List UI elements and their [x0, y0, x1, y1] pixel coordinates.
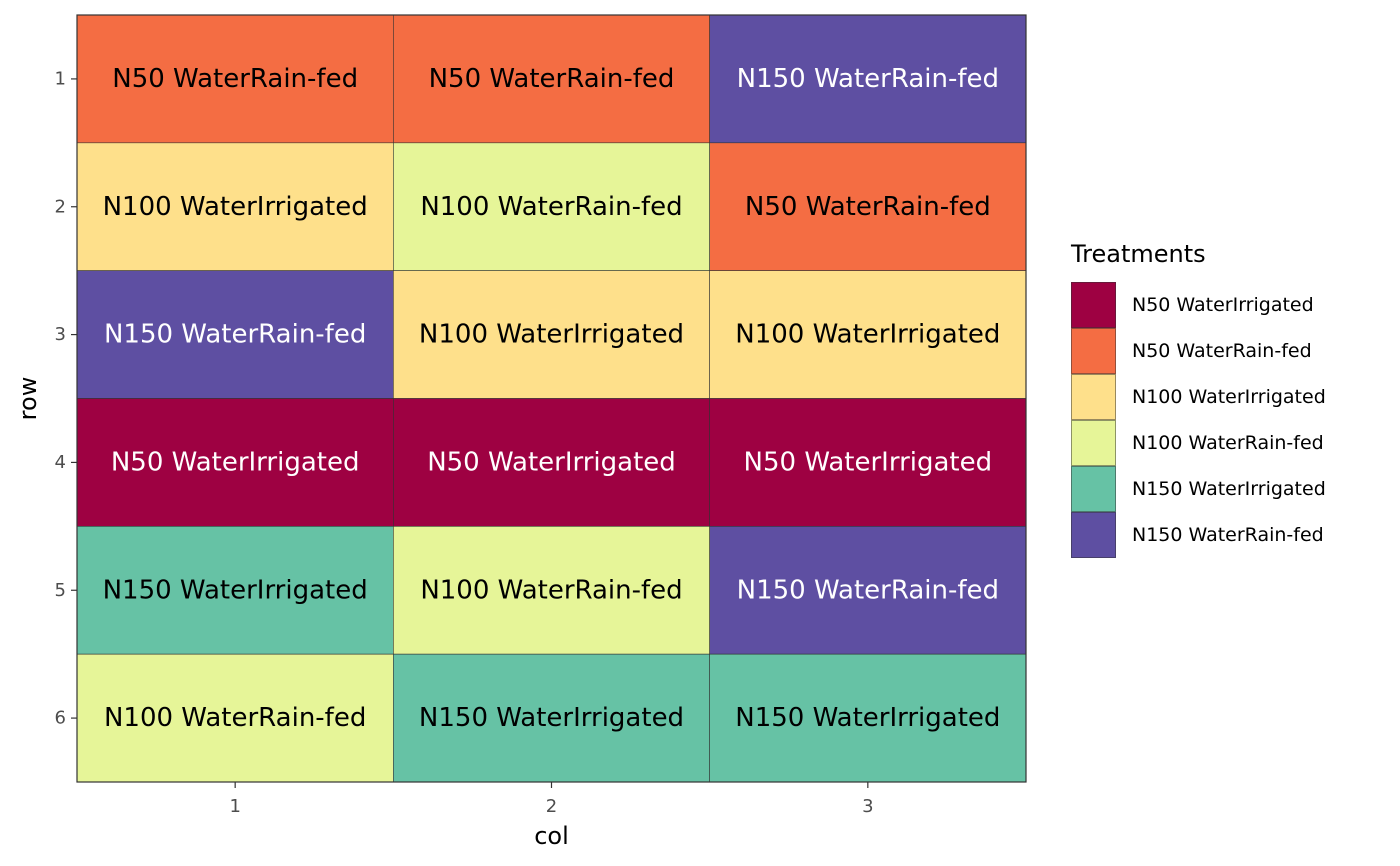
y-tick-label: 6 [55, 708, 66, 729]
cell-tile [76, 398, 394, 527]
cell-label: N50 WaterIrrigated [744, 447, 993, 477]
cell-label: N150 WaterIrrigated [103, 575, 368, 605]
x-axis-title: col [534, 822, 569, 850]
x-tick-label: 1 [229, 796, 240, 817]
cell-tile [709, 398, 1027, 527]
cell-tile [393, 270, 710, 399]
cell-tile [76, 526, 394, 655]
legend-swatch-border [1071, 420, 1116, 466]
y-tick-label: 5 [55, 580, 66, 601]
plot-cell: N100 WaterRain-fed [393, 526, 710, 655]
plot-area: N50 WaterRain-fed N50 WaterRain-fed N150 W… [76, 14, 1027, 783]
plot-cell: N100 WaterRain-fed [76, 653, 394, 783]
x-tick-label: 3 [862, 796, 873, 817]
cell-tile [393, 142, 710, 271]
legend-item: N100 WaterIrrigated [1071, 374, 1326, 420]
legend-title: Treatments [1070, 240, 1206, 268]
cell-tile [709, 142, 1027, 271]
cell-label: N50 WaterRain-fed [429, 64, 675, 94]
cell-tile [393, 14, 710, 144]
cell-tile [709, 653, 1027, 783]
legend-label: N150 WaterRain-fed [1132, 524, 1324, 546]
cell-label: N100 WaterRain-fed [420, 575, 682, 605]
cell-label: N50 WaterRain-fed [112, 64, 358, 94]
plot-cell: N150 WaterRain-fed [709, 14, 1027, 144]
cell-label: N50 WaterRain-fed [745, 192, 991, 222]
plot-cell: N100 WaterIrrigated [709, 270, 1027, 399]
cell-tile [393, 653, 710, 783]
plot-cell: N50 WaterIrrigated [76, 398, 394, 527]
y-tick-label: 2 [55, 196, 66, 217]
legend-item: N100 WaterRain-fed [1071, 420, 1324, 466]
legend-swatch [1071, 374, 1116, 420]
legend-label: N100 WaterIrrigated [1132, 386, 1326, 408]
cell-label: N100 WaterIrrigated [103, 192, 368, 222]
legend-swatch [1071, 328, 1116, 374]
cell-label: N100 WaterRain-fed [104, 703, 366, 733]
legend-label: N50 WaterRain-fed [1132, 340, 1312, 362]
cell-tile [709, 526, 1027, 655]
plot-cell: N150 WaterRain-fed [76, 270, 394, 399]
legend-item: N150 WaterRain-fed [1071, 512, 1324, 558]
cell-label: N150 WaterRain-fed [737, 64, 999, 94]
plot-cell: N50 WaterRain-fed [709, 142, 1027, 271]
cell-label: N50 WaterIrrigated [111, 447, 360, 477]
legend-swatch-border [1071, 512, 1116, 558]
cell-label: N150 WaterRain-fed [104, 320, 366, 350]
legend-swatch [1071, 282, 1116, 328]
legend: Treatments N50 WaterIrrigated N50 WaterRa… [1070, 240, 1326, 558]
legend-item: N50 WaterRain-fed [1071, 328, 1312, 374]
legend-item: N50 WaterIrrigated [1071, 282, 1314, 328]
legend-swatch [1071, 420, 1116, 466]
cell-tile [393, 526, 710, 655]
plot-cell: N150 WaterIrrigated [393, 653, 710, 783]
legend-swatch [1071, 466, 1116, 512]
x-tick-label: 2 [546, 796, 557, 817]
cell-label: N50 WaterIrrigated [427, 447, 676, 477]
plot-cell: N50 WaterIrrigated [709, 398, 1027, 527]
plot-cell: N50 WaterRain-fed [76, 14, 394, 144]
legend-label: N50 WaterIrrigated [1132, 294, 1314, 316]
legend-swatch-border [1071, 466, 1116, 512]
cell-tile [76, 270, 394, 399]
cell-label: N100 WaterIrrigated [419, 320, 684, 350]
legend-swatch-border [1071, 374, 1116, 420]
x-axis: 1 2 3 [229, 782, 874, 817]
legend-label: N100 WaterRain-fed [1132, 432, 1324, 454]
y-axis: 1 2 3 4 5 6 [55, 68, 77, 729]
cell-tile [76, 142, 394, 271]
plot-cell: N150 WaterIrrigated [709, 653, 1027, 783]
cell-label: N100 WaterIrrigated [735, 320, 1000, 350]
y-tick-label: 3 [55, 324, 66, 345]
plot-cell: N100 WaterIrrigated [393, 270, 710, 399]
legend-item: N150 WaterIrrigated [1071, 466, 1326, 512]
plot-cell: N50 WaterIrrigated [393, 398, 710, 527]
cell-label: N150 WaterIrrigated [735, 703, 1000, 733]
legend-swatch [1071, 512, 1116, 558]
cell-tile [76, 14, 394, 144]
plot-cell: N50 WaterRain-fed [393, 14, 710, 144]
plot-cell: N150 WaterRain-fed [709, 526, 1027, 655]
y-tick-label: 4 [55, 452, 66, 473]
plot-cell: N100 WaterRain-fed [393, 142, 710, 271]
cell-label: N100 WaterRain-fed [420, 192, 682, 222]
y-axis-title: row [14, 377, 42, 421]
legend-swatch-border [1071, 282, 1116, 328]
cell-label: N150 WaterRain-fed [737, 575, 999, 605]
cell-tile [76, 653, 394, 783]
legend-swatch-border [1071, 328, 1116, 374]
cell-label: N150 WaterIrrigated [419, 703, 684, 733]
legend-label: N150 WaterIrrigated [1132, 478, 1326, 500]
plot-cell: N150 WaterIrrigated [76, 526, 394, 655]
y-tick-label: 1 [55, 68, 66, 89]
plot-cell: N100 WaterIrrigated [76, 142, 394, 271]
